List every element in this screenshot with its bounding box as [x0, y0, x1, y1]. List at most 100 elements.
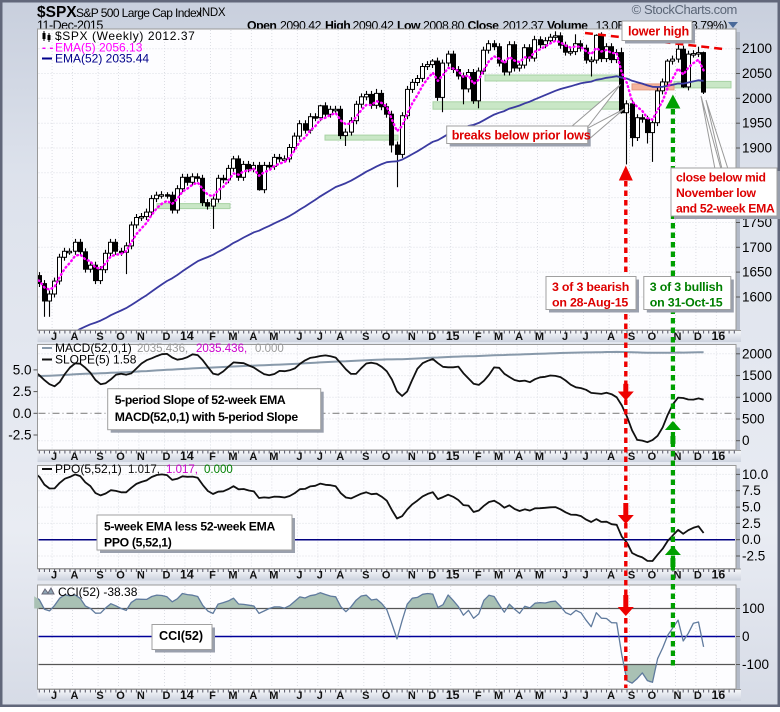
svg-text:on 31-Oct-15: on 31-Oct-15	[650, 296, 723, 310]
svg-text:-2.5: -2.5	[8, 428, 31, 443]
svg-text:close below mid: close below mid	[676, 171, 766, 185]
svg-text:O: O	[116, 331, 125, 343]
svg-text:3 of 3 bearish: 3 of 3 bearish	[552, 280, 629, 294]
svg-text:lower high: lower high	[628, 25, 689, 39]
svg-text:M: M	[535, 451, 544, 463]
svg-text:J: J	[296, 331, 302, 343]
svg-text:J: J	[582, 451, 588, 463]
svg-text:2035.436,: 2035.436,	[196, 343, 247, 355]
svg-text:D: D	[163, 690, 171, 702]
svg-text:D: D	[428, 451, 436, 463]
svg-text:M: M	[269, 331, 278, 343]
svg-text:2035.436,: 2035.436,	[137, 343, 188, 355]
svg-text:O: O	[382, 570, 391, 582]
svg-text:D: D	[163, 570, 171, 582]
svg-text:$SPX: $SPX	[37, 4, 77, 21]
svg-text:MACD(52,0,1): MACD(52,0,1)	[55, 341, 132, 355]
svg-text:2050: 2050	[742, 66, 772, 81]
svg-text:D: D	[163, 451, 171, 463]
svg-text:J: J	[296, 690, 302, 702]
svg-text:N: N	[137, 570, 145, 582]
svg-text:F: F	[209, 331, 216, 343]
svg-text:15: 15	[446, 449, 460, 463]
svg-text:0.000: 0.000	[204, 464, 233, 476]
svg-text:N: N	[408, 690, 416, 702]
svg-text:1600: 1600	[742, 290, 772, 305]
svg-text:O: O	[648, 690, 657, 702]
svg-text:M: M	[228, 690, 237, 702]
svg-text:O: O	[648, 451, 657, 463]
svg-text:2.5: 2.5	[13, 384, 32, 399]
svg-text:N: N	[137, 451, 145, 463]
svg-text:EMA(5) 2056.13: EMA(5) 2056.13	[55, 41, 143, 55]
svg-text:D: D	[163, 331, 171, 343]
svg-text:J: J	[582, 690, 588, 702]
svg-text:5-week EMA less 52-week EMA: 5-week EMA less 52-week EMA	[104, 520, 275, 534]
svg-text:O: O	[648, 331, 657, 343]
svg-text:1950: 1950	[742, 116, 772, 131]
svg-text:S: S	[362, 570, 369, 582]
svg-text:M: M	[535, 690, 544, 702]
svg-text:S: S	[96, 451, 103, 463]
svg-text:A: A	[249, 690, 257, 702]
svg-text:J: J	[562, 690, 568, 702]
svg-text:INDX: INDX	[199, 7, 226, 19]
svg-text:A: A	[607, 451, 615, 463]
svg-text:D: D	[694, 451, 702, 463]
svg-text:M: M	[269, 451, 278, 463]
svg-text:N: N	[674, 331, 682, 343]
svg-text:S: S	[362, 451, 369, 463]
svg-text:A: A	[249, 331, 257, 343]
svg-text:J: J	[317, 690, 323, 702]
svg-text:F: F	[475, 690, 482, 702]
svg-text:A: A	[71, 451, 79, 463]
svg-text:S: S	[628, 570, 635, 582]
svg-text:N: N	[674, 451, 682, 463]
svg-text:M: M	[228, 331, 237, 343]
svg-text:D: D	[428, 331, 436, 343]
svg-text:A: A	[336, 451, 344, 463]
svg-text:15: 15	[446, 329, 460, 343]
svg-text:O: O	[382, 690, 391, 702]
svg-text:-100: -100	[742, 657, 769, 672]
svg-text:D: D	[694, 570, 702, 582]
svg-text:M: M	[228, 451, 237, 463]
svg-text:F: F	[475, 331, 482, 343]
svg-text:D: D	[694, 331, 702, 343]
svg-text:14: 14	[180, 688, 194, 702]
svg-text:J: J	[562, 570, 568, 582]
svg-text:on 28-Aug-15: on 28-Aug-15	[552, 296, 628, 310]
svg-text:10.0: 10.0	[742, 467, 768, 482]
svg-text:J: J	[317, 570, 323, 582]
svg-text:J: J	[317, 331, 323, 343]
svg-text:D: D	[428, 570, 436, 582]
svg-text:1500: 1500	[742, 368, 772, 383]
svg-text:N: N	[674, 570, 682, 582]
svg-text:F: F	[475, 451, 482, 463]
svg-text:F: F	[209, 690, 216, 702]
svg-text:S: S	[362, 690, 369, 702]
svg-text:S: S	[362, 331, 369, 343]
svg-text:EMA(52) 2035.44: EMA(52) 2035.44	[55, 52, 149, 66]
svg-text:5-period Slope of 52-week EMA: 5-period Slope of 52-week EMA	[115, 393, 286, 407]
svg-text:SLOPE(5) 1.58: SLOPE(5) 1.58	[55, 353, 137, 367]
svg-text:O: O	[116, 690, 125, 702]
svg-text:1700: 1700	[742, 240, 772, 255]
svg-text:A: A	[607, 331, 615, 343]
svg-text:J: J	[51, 570, 57, 582]
svg-text:F: F	[209, 570, 216, 582]
svg-text:O: O	[382, 331, 391, 343]
svg-text:0.000: 0.000	[255, 343, 284, 355]
svg-text:1900: 1900	[742, 141, 772, 156]
svg-text:N: N	[408, 451, 416, 463]
svg-text:O: O	[648, 570, 657, 582]
svg-text:A: A	[336, 690, 344, 702]
svg-text:A: A	[71, 570, 79, 582]
svg-text:N: N	[674, 690, 682, 702]
svg-text:0.0: 0.0	[742, 532, 761, 547]
svg-text:16: 16	[712, 568, 726, 582]
svg-text:- -: - -	[42, 41, 53, 55]
svg-text:November low: November low	[676, 186, 757, 200]
svg-text:N: N	[137, 331, 145, 343]
svg-text:100: 100	[742, 601, 765, 616]
